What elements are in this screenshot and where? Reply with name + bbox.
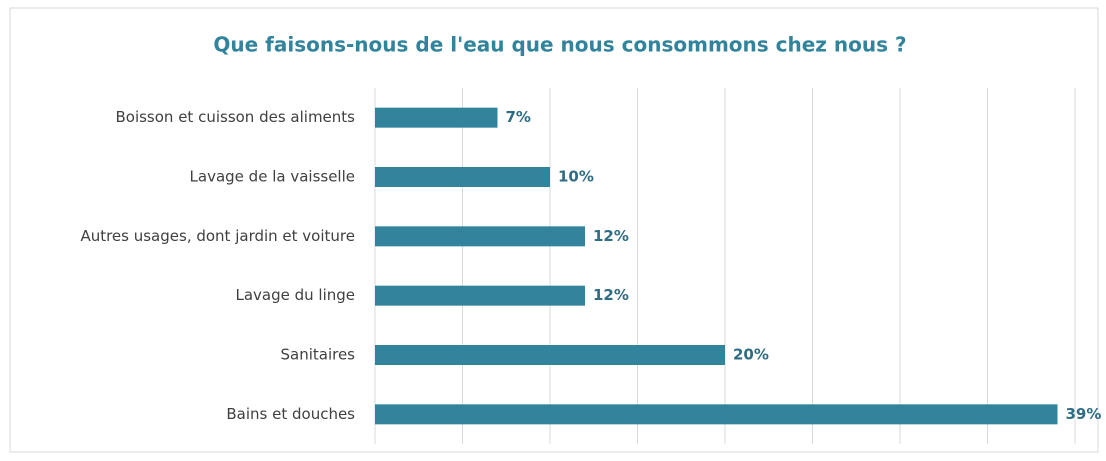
- bar: [375, 404, 1058, 425]
- value-label: 12%: [593, 227, 629, 245]
- value-label: 7%: [506, 108, 531, 126]
- bar: [375, 167, 550, 187]
- value-label: 10%: [558, 168, 594, 186]
- category-label: Boisson et cuisson des aliments: [115, 108, 355, 126]
- value-label: 12%: [593, 286, 629, 304]
- bar: [375, 226, 585, 247]
- bar: [375, 107, 498, 128]
- value-label: 20%: [733, 346, 769, 364]
- category-label: Lavage du linge: [235, 286, 355, 304]
- chart-title: Que faisons-nous de l'eau que nous conso…: [213, 33, 906, 57]
- value-label: 39%: [1066, 405, 1102, 423]
- category-label: Lavage de la vaisselle: [190, 168, 355, 186]
- category-label: Bains et douches: [226, 405, 355, 423]
- bar: [375, 285, 585, 306]
- bar: [375, 345, 725, 365]
- category-label: Sanitaires: [280, 346, 355, 364]
- category-label: Autres usages, dont jardin et voiture: [80, 227, 355, 245]
